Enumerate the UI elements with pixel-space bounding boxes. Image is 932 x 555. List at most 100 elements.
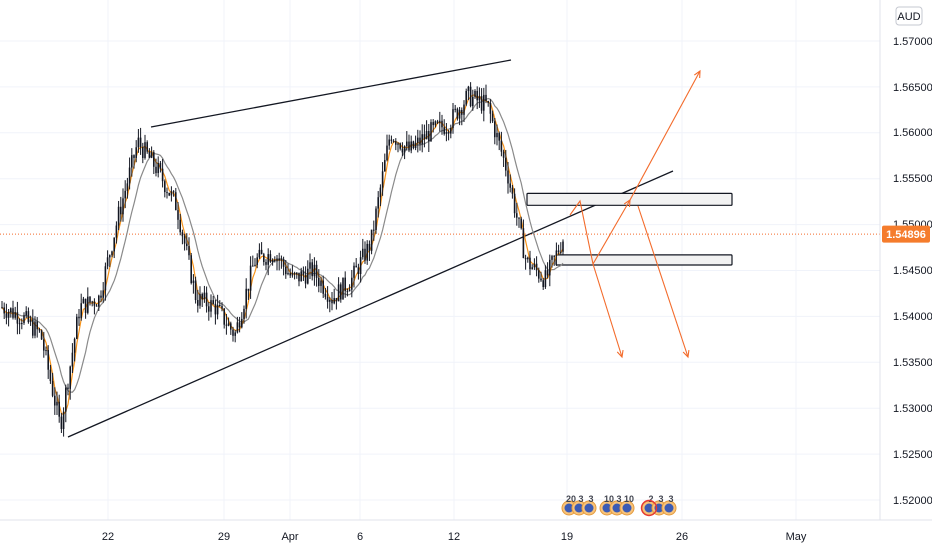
candle [291, 265, 294, 278]
candle [465, 88, 467, 107]
candle [441, 114, 443, 135]
candle [188, 237, 190, 260]
candle [313, 257, 316, 286]
economic-event-marker[interactable]: 3 [581, 494, 597, 516]
candle [549, 254, 551, 287]
candle-body [131, 155, 133, 168]
candle [384, 153, 386, 172]
candle-body [529, 257, 531, 270]
candle [406, 131, 408, 151]
candle [562, 239, 564, 256]
projection-down-from-support[interactable] [592, 263, 624, 359]
candle [1, 301, 3, 309]
candle [296, 272, 298, 279]
trendlines[interactable] [67, 59, 674, 438]
candle [93, 298, 96, 315]
candle [483, 87, 485, 122]
candle-body [458, 109, 461, 119]
candle-body [403, 146, 406, 153]
candle [73, 337, 76, 362]
candle-body [60, 416, 63, 430]
candle-body [21, 323, 23, 325]
economic-event-marker[interactable]: 3 [661, 494, 677, 516]
candle-body [417, 137, 419, 143]
candle-body [406, 141, 408, 147]
candle [161, 158, 164, 188]
projection-arrows[interactable] [569, 69, 701, 359]
time-axis[interactable]: 22 29 Apr 6 12 19 26 May [102, 531, 807, 543]
price-tick: 1.54500 [893, 265, 932, 277]
candle-body [291, 272, 294, 276]
flag-icon [612, 503, 622, 513]
price-tick: 1.53000 [893, 403, 932, 415]
candle [243, 305, 245, 324]
candle-body [307, 268, 309, 284]
candle [175, 187, 177, 211]
candle [502, 149, 505, 167]
candle [219, 300, 221, 307]
candle-body [177, 210, 179, 220]
candle [128, 157, 131, 190]
candle-body [522, 228, 525, 259]
candle-body [395, 141, 397, 145]
candle [113, 237, 115, 259]
price-tick: 1.52500 [893, 449, 932, 461]
lower-trendline[interactable] [67, 170, 674, 438]
candle-body [109, 255, 111, 258]
candle-body [304, 274, 307, 284]
candle-body [91, 301, 93, 303]
candle-body [487, 101, 489, 103]
flag-icon [644, 503, 654, 513]
candle [249, 256, 252, 299]
candle [375, 206, 377, 234]
candle-body [153, 152, 155, 167]
candle [192, 274, 195, 294]
candle-body [362, 248, 364, 258]
economic-event-marker[interactable]: 10 [619, 494, 635, 516]
candle [62, 407, 65, 437]
candle-body [67, 387, 69, 389]
flag-icon [584, 503, 594, 513]
candle [392, 139, 395, 143]
candle [223, 307, 225, 329]
candle-body [485, 94, 487, 102]
time-tick: Apr [281, 531, 298, 543]
economic-events[interactable]: 20 3 3 10 3 10 2 3 3 [561, 494, 677, 517]
upper-trendline[interactable] [150, 59, 512, 128]
candle [513, 188, 516, 218]
candle [84, 298, 87, 319]
projection-breakout-up[interactable] [629, 69, 701, 201]
candle-body [474, 90, 476, 97]
candle-body [331, 299, 333, 304]
support-zone[interactable] [555, 254, 733, 266]
candle-body [368, 243, 371, 251]
candle-body [309, 262, 311, 269]
time-tick: 12 [448, 531, 460, 543]
projection-down-from-resistance[interactable] [637, 205, 690, 359]
candle [357, 263, 360, 280]
candle [320, 276, 322, 293]
candle [368, 240, 371, 261]
zones[interactable] [526, 192, 733, 266]
candle-body [128, 167, 131, 184]
candle [436, 119, 439, 125]
candle [18, 318, 21, 335]
candle-body [170, 191, 173, 196]
candle [520, 216, 522, 230]
candle [428, 123, 430, 153]
candle [133, 154, 135, 169]
candle-body [278, 258, 280, 261]
candle-body [194, 280, 197, 301]
candle-body [258, 249, 261, 258]
currency-label: AUD [897, 11, 920, 23]
candle-body [25, 311, 27, 316]
currency-box[interactable]: AUD [895, 6, 923, 26]
candle-body [445, 132, 448, 134]
candle-body [469, 86, 472, 107]
candle [467, 85, 470, 101]
flag-icon [622, 503, 632, 513]
candle [498, 131, 500, 151]
candle-body [476, 90, 478, 101]
candle-body [384, 160, 386, 172]
